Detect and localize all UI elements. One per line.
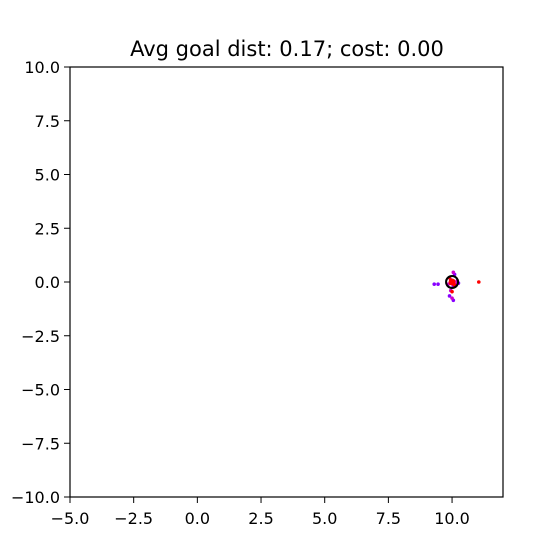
goal-marker bbox=[445, 275, 460, 289]
y-tick-label: 0.0 bbox=[35, 273, 60, 292]
x-tick-label: 7.5 bbox=[376, 509, 401, 528]
plot-frame bbox=[69, 66, 504, 498]
y-tick-label: −10.0 bbox=[11, 488, 60, 507]
data-point-series-1 bbox=[450, 296, 454, 300]
data-point-series-2 bbox=[477, 280, 481, 284]
x-axis-ticks: −5.0 −2.5 0.0 2.5 5.0 7.5 10.0 bbox=[51, 497, 470, 528]
goal-ring bbox=[445, 275, 460, 289]
x-tick-label: −2.5 bbox=[114, 509, 153, 528]
y-tick-label: 7.5 bbox=[35, 112, 60, 131]
data-point-series-1 bbox=[451, 270, 456, 275]
data-point-series-2 bbox=[450, 289, 454, 294]
y-tick-label: −7.5 bbox=[21, 434, 60, 453]
x-tick-label: 0.0 bbox=[185, 509, 210, 528]
y-tick-label: −2.5 bbox=[21, 327, 60, 346]
data-point-series-0 bbox=[447, 294, 452, 298]
y-tick-label: 10.0 bbox=[24, 58, 60, 77]
y-tick-label: −5.0 bbox=[21, 381, 60, 400]
y-tick-label: 2.5 bbox=[35, 219, 60, 238]
goal-center-point bbox=[448, 278, 456, 286]
data-point-series-0 bbox=[432, 282, 437, 286]
x-tick-label: 2.5 bbox=[248, 509, 273, 528]
x-tick-label: 5.0 bbox=[312, 509, 337, 528]
data-point-series-0 bbox=[436, 282, 440, 286]
y-tick-label: 5.0 bbox=[35, 166, 60, 185]
x-tick-label: −5.0 bbox=[51, 509, 90, 528]
chart-title: Avg goal dist: 0.17; cost: 0.00 bbox=[130, 37, 444, 61]
y-axis-ticks: 10.0 7.5 5.0 2.5 0.0 −2.5 −5.0 −7.5 −10.0 bbox=[11, 58, 70, 507]
x-tick-label: 10.0 bbox=[434, 509, 470, 528]
